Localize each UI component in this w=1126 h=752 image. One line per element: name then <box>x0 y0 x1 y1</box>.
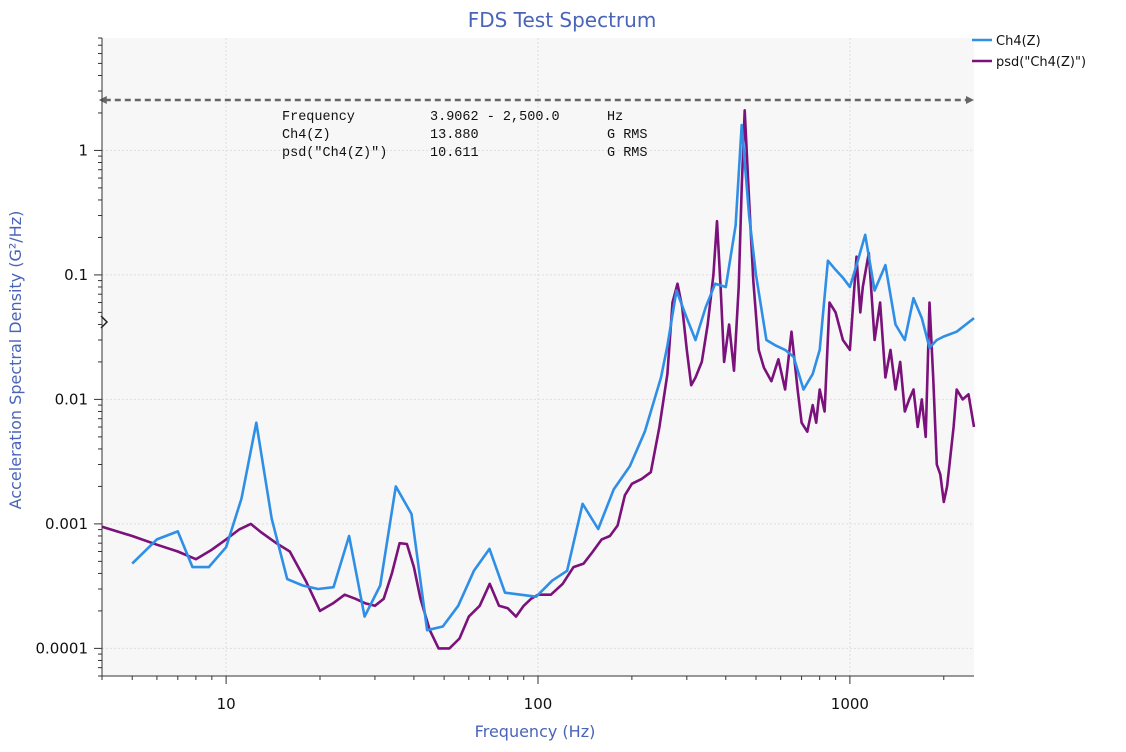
annotation-label: psd("Ch4(Z)") <box>282 146 387 161</box>
cursor-band[interactable] <box>98 96 974 104</box>
annotation-unit: G RMS <box>607 128 648 143</box>
series-line[interactable] <box>101 109 976 650</box>
series-layer <box>101 109 976 650</box>
marker-arrow-icon[interactable] <box>100 315 109 329</box>
legend[interactable]: Ch4(Z) psd("Ch4(Z)") <box>972 34 1086 70</box>
y-tick-label: 1 <box>78 141 88 159</box>
annotation-value: 13.880 <box>430 128 479 143</box>
annotation-label: Frequency <box>282 110 355 125</box>
grid <box>102 38 974 676</box>
legend-label[interactable]: psd("Ch4(Z)") <box>996 55 1086 70</box>
arrow-right-icon[interactable] <box>966 96 974 104</box>
chart-title: FDS Test Spectrum <box>468 8 657 32</box>
x-axis-label: Frequency (Hz) <box>475 722 596 741</box>
y-tick-label: 0.1 <box>64 266 88 284</box>
annotation-label: Ch4(Z) <box>282 128 331 143</box>
annotation-box: Frequency 3.9062 - 2,500.0 Hz Ch4(Z) 13.880 G… <box>282 110 648 161</box>
annotation-unit: G RMS <box>607 146 648 161</box>
legend-label[interactable]: Ch4(Z) <box>996 34 1041 49</box>
x-tick-label: 100 <box>524 695 553 713</box>
x-tick-label: 1000 <box>831 695 869 713</box>
x-tick-label: 10 <box>217 695 236 713</box>
y-axis-label: Acceleration Spectral Density (G²/Hz) <box>6 211 25 510</box>
annotation-unit: Hz <box>607 110 623 125</box>
annotation-value: 3.9062 - 2,500.0 <box>430 110 560 125</box>
plot-area[interactable] <box>102 38 974 676</box>
y-tick-label: 0.001 <box>45 515 88 533</box>
annotation-value: 10.611 <box>430 146 479 161</box>
y-tick-label: 0.0001 <box>36 639 89 657</box>
axes: 10 100 1000 0.0001 0.001 0.01 0.1 1 <box>36 37 974 713</box>
y-tick-label: 0.01 <box>55 390 88 408</box>
arrow-left-icon[interactable] <box>98 96 107 104</box>
series-line[interactable] <box>131 123 975 632</box>
